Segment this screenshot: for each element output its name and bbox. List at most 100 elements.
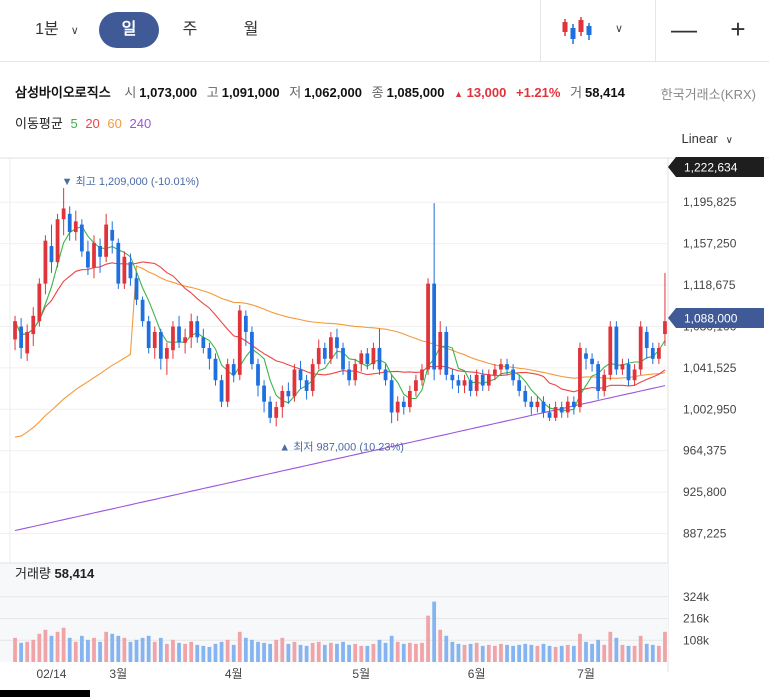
candle-body: [553, 407, 558, 418]
timeframe-week-tab[interactable]: 주: [182, 21, 198, 38]
volume-bar: [596, 639, 601, 662]
x-tick-label: 7월: [577, 667, 595, 681]
volume-bar: [347, 644, 351, 662]
candle-body: [134, 278, 139, 300]
volume-bar: [462, 644, 467, 662]
current-price-tag: 1,088,000: [668, 307, 764, 328]
timeframe-minute-dropdown[interactable]: 1분 ∨: [22, 12, 92, 48]
volume-bar: [602, 644, 607, 662]
top-price-tag-text: 1,222,634: [684, 161, 738, 175]
timeframe-day-tab[interactable]: 일: [99, 12, 159, 48]
volume-bar: [626, 645, 631, 662]
candle-body: [256, 364, 260, 386]
candle-body: [663, 321, 667, 335]
zoom-in-button[interactable]: +: [730, 14, 746, 44]
candle-body: [231, 364, 236, 375]
volume-bar: [171, 639, 175, 662]
chart-type-dropdown[interactable]: ∨: [560, 14, 636, 48]
volume-bar: [529, 644, 534, 662]
change-amount: 13,000: [466, 85, 507, 100]
volume-bar: [377, 639, 382, 662]
volume-bar: [565, 644, 570, 662]
candle-body: [407, 390, 412, 408]
candle-body: [280, 390, 285, 408]
candle-body: [116, 242, 121, 284]
candle-body: [614, 326, 619, 370]
volume-bar: [122, 637, 127, 662]
scale-mode-dropdown[interactable]: Linear ∨: [682, 131, 733, 146]
volume-bar: [480, 645, 485, 662]
low-value: 1,062,000: [304, 85, 362, 100]
volume-bar: [207, 646, 212, 662]
volume-bar: [134, 639, 139, 662]
scroll-handle[interactable]: [0, 690, 90, 697]
candle-body: [620, 364, 625, 370]
candle-body: [359, 353, 364, 365]
candle-body: [456, 380, 461, 386]
volume-bar: [158, 637, 163, 662]
volume-bar: [286, 643, 291, 662]
volume-bar: [365, 645, 370, 662]
candle-body: [638, 326, 643, 370]
exchange-label: 한국거래소(KRX): [660, 87, 756, 102]
candle-body: [389, 380, 394, 413]
volume-bar: [663, 631, 667, 662]
candle-body: [140, 299, 145, 322]
candle-body: [377, 348, 382, 370]
candle-body: [316, 348, 321, 365]
volume-bar: [116, 635, 121, 662]
volume-label: 거: [570, 85, 583, 100]
candle-body: [450, 374, 455, 381]
volume-bar: [438, 629, 443, 662]
volume-bar: [468, 643, 473, 662]
x-tick-label: 3월: [109, 667, 127, 681]
close-label: 종: [371, 85, 384, 100]
volume-bar: [92, 637, 96, 662]
zoom-out-button[interactable]: —: [671, 14, 697, 44]
volume-bar: [329, 642, 333, 662]
high-value: 1,091,000: [221, 85, 280, 100]
ma20-label: 20: [85, 116, 100, 131]
volume-bar: [493, 645, 497, 662]
candlestick-icon: [562, 17, 592, 44]
volume-bar: [37, 633, 42, 662]
volume-bar: [183, 643, 187, 662]
volume-bar: [152, 641, 157, 662]
candle-body: [207, 348, 212, 359]
volume-bar: [450, 641, 455, 662]
candle-body: [55, 219, 60, 263]
volume-bar: [511, 645, 515, 662]
candle-body: [79, 224, 84, 252]
ma5-label: 5: [70, 116, 78, 131]
candle-body: [43, 240, 48, 284]
timeframe-minute-label: 1분: [35, 21, 59, 38]
candle-body: [608, 326, 613, 375]
volume-bar: [237, 631, 242, 662]
volume-bar: [547, 645, 552, 662]
high-label: 고: [206, 85, 219, 100]
candle-body: [110, 229, 115, 241]
candle-body: [13, 321, 17, 340]
volume-bar: [189, 641, 194, 662]
volume-bar: [395, 641, 400, 662]
volume-bar: [590, 643, 594, 662]
volume-title-label: 거래량: [15, 566, 55, 581]
volume-bar: [638, 635, 643, 662]
volume-bar: [316, 641, 321, 662]
current-price-tag-text: 1,088,000: [684, 311, 738, 325]
candle-body: [19, 326, 23, 349]
candle-body: [286, 390, 291, 397]
candle-body: [189, 321, 194, 338]
timeframe-month-tab[interactable]: 월: [243, 21, 259, 38]
volume-bar: [632, 645, 637, 662]
candle-body: [292, 369, 297, 397]
open-label: 시: [124, 85, 137, 100]
volume-bar: [13, 637, 17, 662]
candle-body: [49, 246, 54, 263]
candle-body: [547, 412, 552, 418]
change-value: ▲ 13,000: [454, 85, 506, 100]
moving-average-legend[interactable]: 이동평균 5 20 60 240: [15, 113, 151, 132]
price-chart[interactable]: 1,195,8251,157,2501,118,6751,080,1001,04…: [0, 150, 769, 690]
volume-bar: [608, 631, 613, 662]
candle-body: [201, 337, 206, 349]
